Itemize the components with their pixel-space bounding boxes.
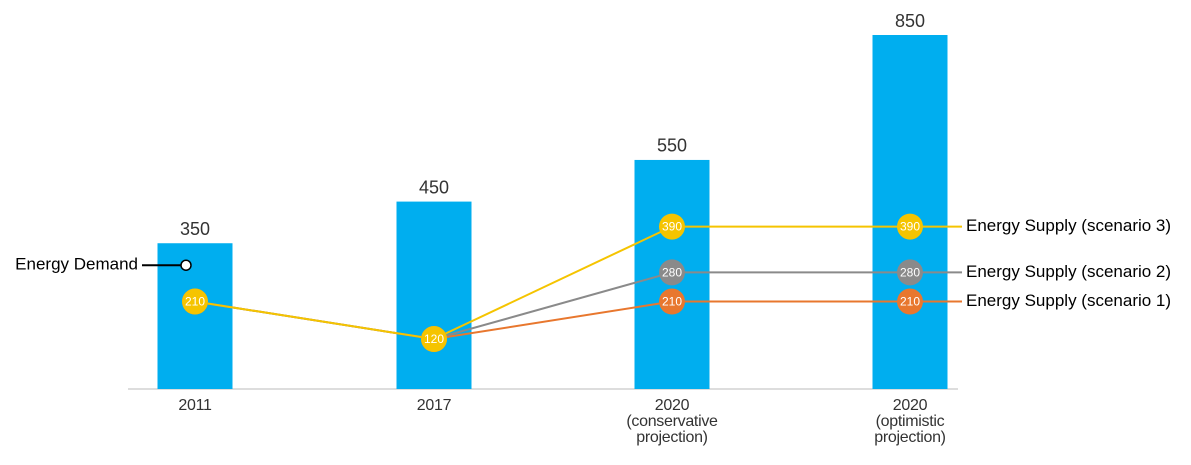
point-value-label: 280 xyxy=(662,266,682,280)
point xyxy=(897,288,923,315)
point xyxy=(182,288,208,315)
point xyxy=(659,213,685,240)
point-value-label: 210 xyxy=(185,295,205,309)
bar-value-label: 850 xyxy=(895,11,925,31)
point-value-label: 120 xyxy=(424,332,444,346)
line xyxy=(194,225,910,341)
point xyxy=(897,213,923,240)
legend-label: Energy Demand xyxy=(15,255,138,274)
legend-label: Energy Supply (scenario 1) xyxy=(966,291,1171,310)
bar xyxy=(872,35,948,389)
line xyxy=(194,300,910,341)
point-value-label: 390 xyxy=(662,220,682,234)
point xyxy=(659,259,685,286)
x-tick-label: 2020 (optimistic projection) xyxy=(874,397,946,446)
bar-value-label: 550 xyxy=(657,136,687,156)
point-value-label: 280 xyxy=(900,266,920,280)
legend-label: Energy Supply (scenario 2) xyxy=(966,262,1171,281)
legend-marker xyxy=(180,259,192,271)
point xyxy=(421,326,447,353)
point xyxy=(897,259,923,286)
bar xyxy=(396,201,472,389)
point xyxy=(659,288,685,315)
point-value-label: 390 xyxy=(900,220,920,234)
x-tick-label: 2011 xyxy=(178,397,212,414)
x-tick-label: 2017 xyxy=(416,397,452,414)
point-value-label: 210 xyxy=(662,295,682,309)
legend-label: Energy Supply (scenario 3) xyxy=(966,216,1171,235)
x-tick-label: 2020 (conservative projection) xyxy=(626,397,718,446)
bar-value-label: 350 xyxy=(180,219,210,239)
bar xyxy=(157,243,233,389)
bar-value-label: 450 xyxy=(419,177,449,197)
point-value-label: 210 xyxy=(900,295,920,309)
